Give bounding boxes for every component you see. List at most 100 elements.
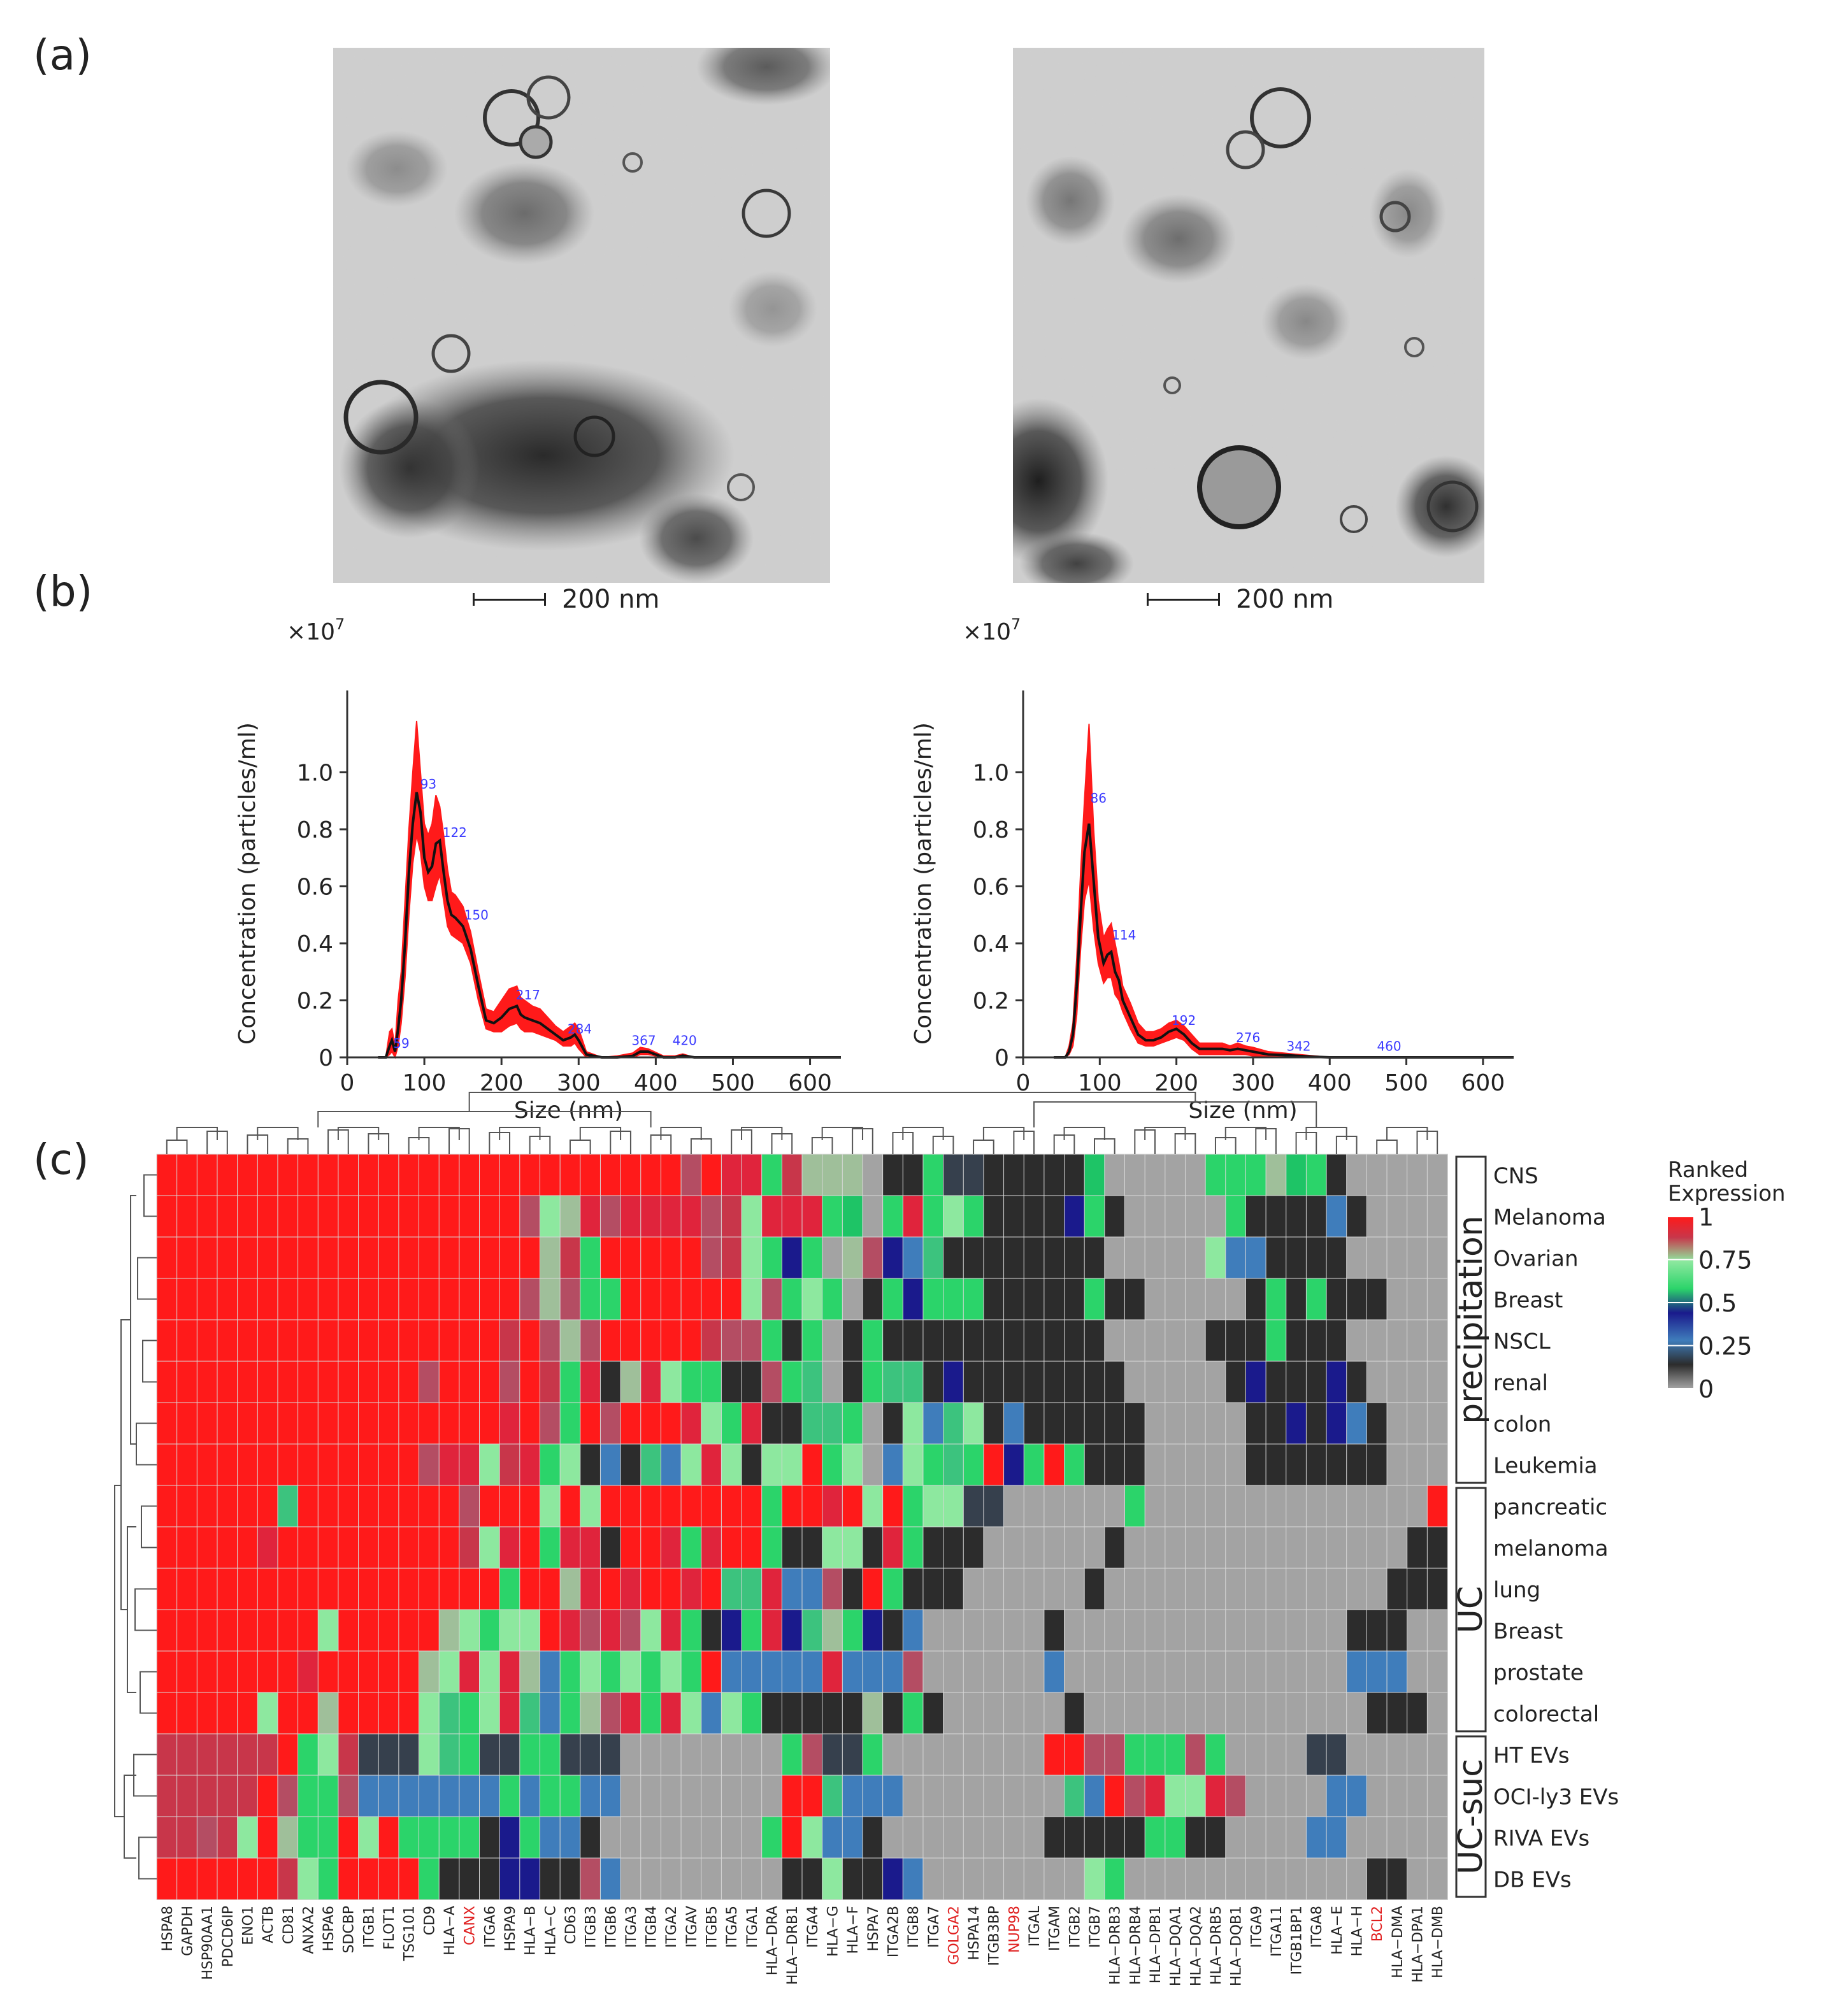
heatmap-cell <box>1265 1650 1287 1693</box>
heatmap-cell <box>237 1692 259 1734</box>
heatmap-cell <box>419 1609 440 1652</box>
heatmap-cell <box>983 1733 1005 1776</box>
heatmap-cell <box>822 1402 843 1445</box>
heatmap-cell <box>196 1775 218 1817</box>
heatmap-cell <box>1386 1485 1408 1527</box>
heatmap-cell <box>1003 1485 1025 1527</box>
heatmap-cell <box>459 1402 480 1445</box>
heatmap-cell <box>1184 1775 1207 1817</box>
heatmap-cell <box>1286 1650 1307 1693</box>
heatmap-cell <box>842 1195 863 1238</box>
row-label: NSCL <box>1493 1329 1551 1355</box>
heatmap-cell <box>499 1443 520 1486</box>
heatmap-cell <box>196 1568 218 1610</box>
row-label: Breast <box>1493 1288 1563 1313</box>
heatmap-cell <box>459 1816 480 1859</box>
heatmap-cell <box>338 1816 359 1859</box>
heatmap-cell <box>922 1526 944 1569</box>
heatmap-cell <box>741 1485 763 1527</box>
heatmap-cell <box>781 1236 803 1279</box>
heatmap-cell <box>1023 1568 1045 1610</box>
peak-label: 93 <box>420 776 436 792</box>
column-dendrogram <box>166 1092 1438 1154</box>
heatmap-cell <box>1023 1526 1045 1569</box>
peak-label: 460 <box>1377 1039 1401 1054</box>
heatmap-cell <box>721 1526 743 1569</box>
heatmap-cell <box>358 1485 380 1527</box>
heatmap-cell <box>580 1775 601 1817</box>
heatmap-cell <box>1023 1692 1045 1734</box>
heatmap-cell <box>1245 1568 1267 1610</box>
heatmap-cell <box>1305 1195 1328 1238</box>
heatmap-cell <box>438 1857 460 1900</box>
heatmap-cell <box>1165 1526 1186 1569</box>
heatmap-cell <box>539 1609 561 1652</box>
heatmap-cell <box>1265 1568 1287 1610</box>
heatmap-cell <box>1205 1650 1226 1693</box>
column-label: HLA−DRB4 <box>1128 1906 1144 1985</box>
heatmap-cell <box>721 1733 743 1776</box>
heatmap-cell <box>1184 1361 1207 1403</box>
x-tick-label: 100 <box>403 1070 447 1096</box>
heatmap-cell <box>680 1154 702 1196</box>
heatmap-cell <box>822 1236 843 1279</box>
heatmap-cell <box>1084 1402 1105 1445</box>
heatmap-cell <box>1084 1816 1105 1859</box>
heatmap-cell <box>1165 1485 1186 1527</box>
heatmap-cell <box>479 1650 501 1693</box>
heatmap-cell <box>499 1609 520 1652</box>
heatmap-cell <box>398 1402 420 1445</box>
heatmap-cell <box>761 1485 783 1527</box>
heatmap-cell <box>277 1775 299 1817</box>
heatmap-cell <box>761 1154 783 1196</box>
heatmap-cell <box>842 1278 863 1320</box>
heatmap-cell <box>559 1857 581 1900</box>
heatmap-cell <box>479 1402 501 1445</box>
heatmap-cell <box>378 1402 399 1445</box>
heatmap-cell <box>781 1402 803 1445</box>
column-label: HLA−DRB1 <box>785 1906 801 1985</box>
heatmap-cell <box>237 1568 259 1610</box>
heatmap-cell <box>580 1319 601 1362</box>
heatmap-cell <box>943 1195 965 1238</box>
heatmap-cell <box>1225 1650 1247 1693</box>
heatmap-cell <box>1124 1650 1146 1693</box>
heatmap-cell <box>1305 1361 1328 1403</box>
heatmap-cell <box>701 1733 722 1776</box>
peak-label: 192 <box>1172 1013 1196 1028</box>
heatmap-cell <box>479 1526 501 1569</box>
heatmap-cell <box>277 1609 299 1652</box>
scale-bar-right: 200 nm <box>1147 585 1351 617</box>
heatmap-cell <box>1386 1154 1408 1196</box>
heatmap-cell <box>1426 1402 1448 1445</box>
tem-micrograph-left <box>333 48 830 583</box>
heatmap-cell <box>599 1775 622 1817</box>
heatmap-cell <box>1326 1650 1347 1693</box>
heatmap-cell <box>559 1733 581 1776</box>
heatmap-cell <box>459 1361 480 1403</box>
row-label: prostate <box>1493 1661 1584 1686</box>
heatmap-cell <box>1205 1857 1226 1900</box>
heatmap-cell <box>983 1154 1005 1196</box>
group-bracket <box>1455 1155 1487 1484</box>
heatmap-cell <box>176 1154 198 1196</box>
heatmap-cell <box>196 1692 218 1734</box>
heatmap-cell <box>801 1278 823 1320</box>
heatmap-cell <box>1225 1154 1247 1196</box>
heatmap-cell <box>822 1775 843 1817</box>
heatmap-cell <box>1144 1361 1166 1403</box>
heatmap-cell <box>640 1650 662 1693</box>
y-exponent: 7 <box>335 615 345 633</box>
heatmap-cell <box>479 1733 501 1776</box>
heatmap-cell <box>358 1775 380 1817</box>
heatmap-cell <box>1265 1361 1287 1403</box>
heatmap-cell <box>1044 1278 1065 1320</box>
heatmap-cell <box>580 1361 601 1403</box>
heatmap-cell <box>660 1733 682 1776</box>
heatmap-cell <box>277 1526 299 1569</box>
heatmap-cell <box>1366 1775 1388 1817</box>
heatmap-cell <box>640 1443 662 1486</box>
heatmap-cell <box>419 1443 440 1486</box>
heatmap-cell <box>196 1195 218 1238</box>
heatmap-cell <box>317 1650 339 1693</box>
